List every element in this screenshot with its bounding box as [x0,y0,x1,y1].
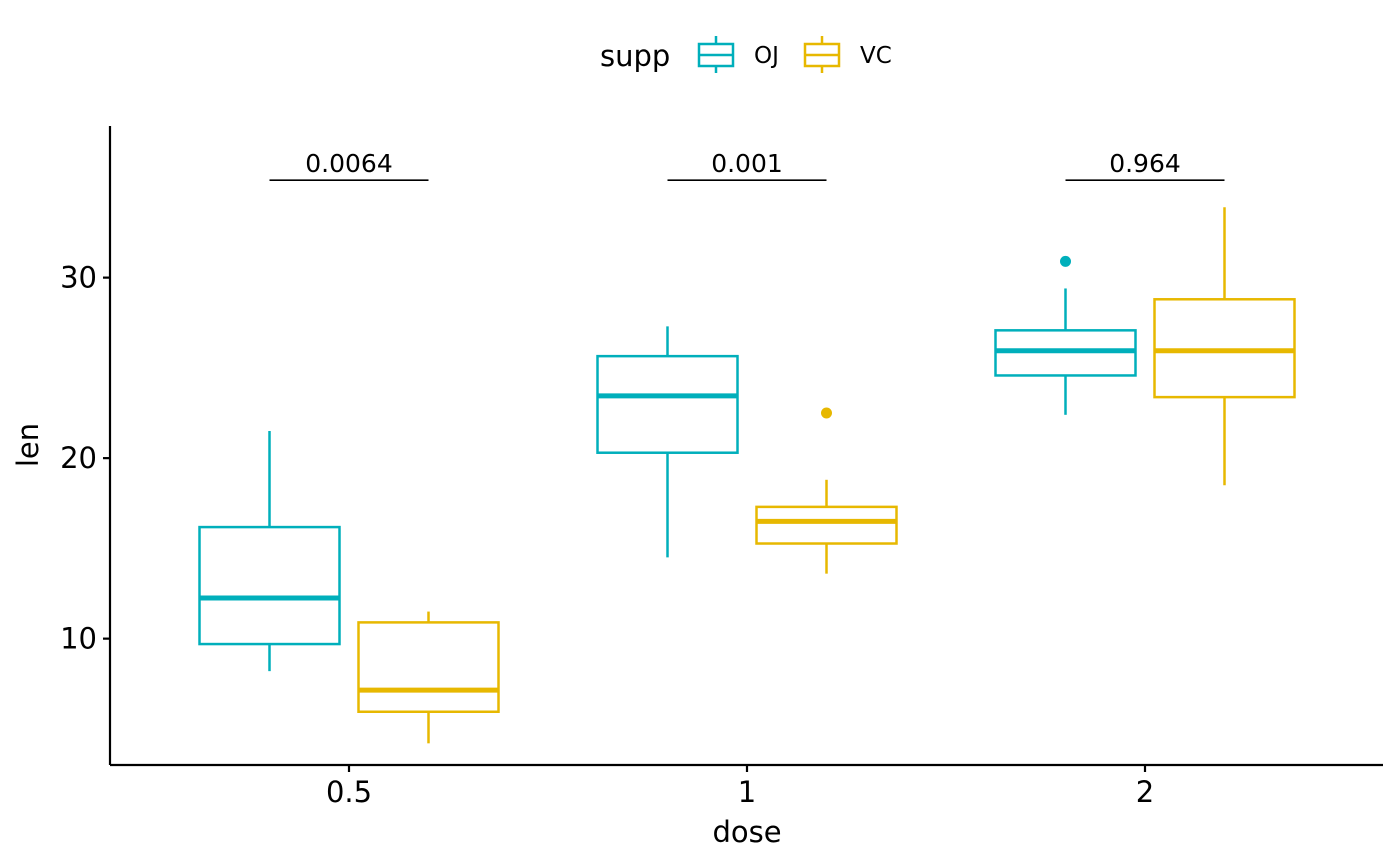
iqr-box [755,505,898,545]
pvalue-label: 0.964 [1109,149,1181,178]
box-oj-1 [596,326,739,558]
iqr-box [357,621,500,714]
box-vc-1 [755,407,898,574]
y-tick-label: 30 [60,261,97,295]
pvalue-annotation: 0.964 [1065,149,1225,181]
pvalue-annotation: 0.001 [667,149,827,181]
legend-label: VC [860,43,892,69]
x-tick-label: 1 [738,775,756,809]
legend-key-oj: OJ [697,36,779,73]
outlier-point [1060,255,1071,267]
y-tick-label: 10 [60,622,97,656]
plot-area: 0.0064 0.001 0.964 [198,149,1296,744]
pvalue-label: 0.0064 [305,149,392,178]
box-oj-2 [994,255,1137,415]
outlier-point [821,407,832,419]
box-oj-0_5 [198,431,341,672]
x-tick-label: 0.5 [326,775,372,809]
iqr-box [198,525,341,646]
iqr-box [596,354,739,454]
box-vc-0_5 [357,611,500,744]
y-axis-ticks: 10 20 30 [60,261,110,656]
box-vc-2 [1153,207,1296,486]
x-axis-ticks: 0.5 1 2 [326,765,1154,809]
legend-label: OJ [754,43,779,69]
x-axis-title: dose [712,815,781,849]
legend: supp OJ VC [600,36,892,73]
pvalue-annotation: 0.0064 [269,149,429,181]
y-axis-title: len [11,423,45,467]
x-tick-label: 2 [1136,775,1154,809]
y-tick-label: 20 [60,441,97,475]
iqr-box [1153,298,1296,399]
pvalue-label: 0.001 [711,149,783,178]
legend-key-vc: VC [803,36,892,73]
legend-title: supp [600,39,670,73]
